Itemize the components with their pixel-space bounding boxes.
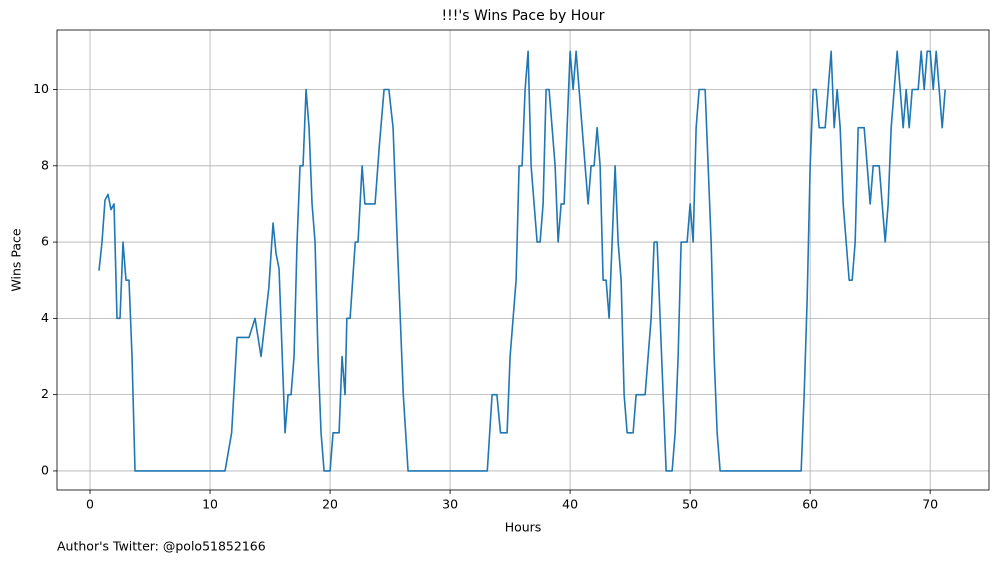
x-tick-label: 30 xyxy=(442,497,458,512)
x-tick-label: 60 xyxy=(802,497,818,512)
x-tick-label: 0 xyxy=(86,497,94,512)
y-tick-label: 0 xyxy=(41,462,49,477)
x-tick-label: 70 xyxy=(922,497,938,512)
x-tick-label: 50 xyxy=(682,497,698,512)
y-tick-label: 10 xyxy=(33,81,49,96)
x-axis-label: Hours xyxy=(505,520,542,535)
chart-title: !!!'s Wins Pace by Hour xyxy=(442,8,605,24)
y-axis-label: Wins Pace xyxy=(9,228,24,291)
x-tick-label: 40 xyxy=(562,497,578,512)
y-tick-label: 6 xyxy=(41,234,49,249)
line xyxy=(98,50,946,472)
y-tick-label: 4 xyxy=(41,310,49,325)
x-tick-label: 10 xyxy=(202,497,218,512)
x-tick-label: 20 xyxy=(322,497,338,512)
annotation: Author's Twitter: @polo51852166 xyxy=(57,539,266,554)
y-tick-label: 2 xyxy=(41,386,49,401)
plot-frame xyxy=(56,29,990,491)
y-tick-label: 8 xyxy=(41,157,49,172)
